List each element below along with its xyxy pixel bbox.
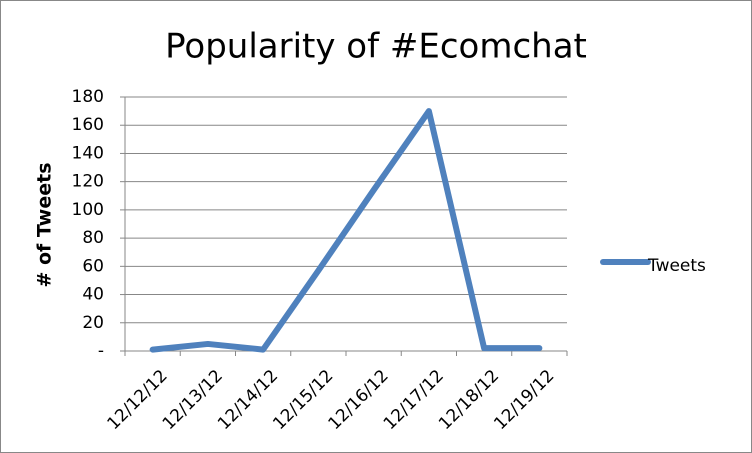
y-tick-label: 140 xyxy=(72,143,104,163)
y-tick-label: 20 xyxy=(82,313,104,333)
y-tick-label: 160 xyxy=(72,115,104,135)
y-tick-label: 80 xyxy=(82,228,104,248)
y-axis-label: # of Tweets xyxy=(34,162,56,287)
y-tick-label: 100 xyxy=(72,200,104,220)
series-line xyxy=(149,108,543,353)
legend-label: Tweets xyxy=(647,256,706,276)
y-tick-label: - xyxy=(98,341,104,361)
chart-title: Popularity of #Ecomchat xyxy=(165,27,587,67)
y-tick-label: 120 xyxy=(72,172,104,192)
y-tick-label: 40 xyxy=(82,285,104,305)
y-tick-label: 180 xyxy=(72,87,104,107)
y-tick-label: 60 xyxy=(82,256,104,276)
